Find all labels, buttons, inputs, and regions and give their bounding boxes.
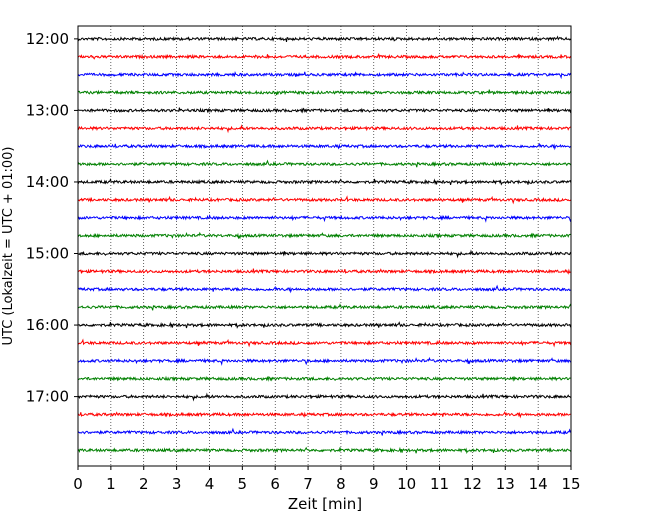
- trace-line: [77, 35, 572, 43]
- x-tick-label: 11: [430, 475, 449, 493]
- x-tick-label: 9: [369, 475, 379, 493]
- x-tick-label: 0: [73, 475, 83, 493]
- trace-line: [77, 107, 572, 114]
- y-tick-label: 16:00: [26, 316, 69, 334]
- trace-line: [77, 249, 572, 259]
- trace-line: [77, 214, 572, 223]
- x-axis-label: Zeit [min]: [288, 495, 362, 513]
- x-tick-label: 1: [106, 475, 116, 493]
- plot-background: [78, 26, 571, 466]
- trace-line: [77, 303, 572, 311]
- x-tick-label: 5: [238, 475, 248, 493]
- x-tick-label: 2: [139, 475, 149, 493]
- trace-line: [77, 356, 572, 366]
- x-tick-label: 3: [172, 475, 182, 493]
- x-tick-label: 15: [561, 475, 580, 493]
- y-tick-label: 17:00: [26, 388, 69, 406]
- trace-line: [77, 268, 572, 275]
- x-tick-label: 12: [463, 475, 482, 493]
- trace-line: [77, 392, 572, 402]
- x-tick-label: 8: [336, 475, 346, 493]
- y-tick-label: 12:00: [26, 30, 69, 48]
- y-tick-label: 13:00: [26, 101, 69, 119]
- trace-line: [77, 321, 572, 329]
- x-tick-label: 13: [496, 475, 515, 493]
- trace-line: [77, 446, 572, 455]
- trace-line: [77, 284, 572, 294]
- x-tick-label: 6: [270, 475, 280, 493]
- x-tick-label: 10: [397, 475, 416, 493]
- trace-line: [77, 177, 572, 186]
- trace-line: [77, 427, 572, 436]
- x-tick-label: 4: [205, 475, 215, 493]
- trace-line: [77, 195, 572, 205]
- x-axis-ticks: 0 1 2 3 4 5 6 7 8 9 10 11 12 13 14 15: [73, 466, 581, 493]
- grid-lines: [110, 26, 539, 466]
- trace-line: [77, 89, 572, 96]
- trace-line: [77, 231, 572, 240]
- trace-line: [77, 375, 572, 382]
- trace-line: [77, 411, 572, 419]
- y-tick-label: 14:00: [26, 173, 69, 191]
- trace-line: [77, 71, 572, 80]
- x-tick-label: 7: [303, 475, 313, 493]
- y-tick-label: 15:00: [26, 245, 69, 263]
- seismic-traces: [77, 35, 572, 455]
- y-axis-label: UTC (Lokalzeit = UTC + 01:00): [1, 147, 16, 346]
- trace-line: [77, 124, 571, 134]
- plot-frame: [77, 25, 572, 467]
- trace-line: [77, 142, 572, 151]
- trace-line: [77, 338, 572, 348]
- trace-line: [77, 52, 572, 60]
- y-axis-ticks: 12:00 13:00 14:00 15:00 16:00 17:00: [26, 30, 78, 406]
- x-tick-label: 14: [529, 475, 548, 493]
- trace-line: [77, 159, 572, 168]
